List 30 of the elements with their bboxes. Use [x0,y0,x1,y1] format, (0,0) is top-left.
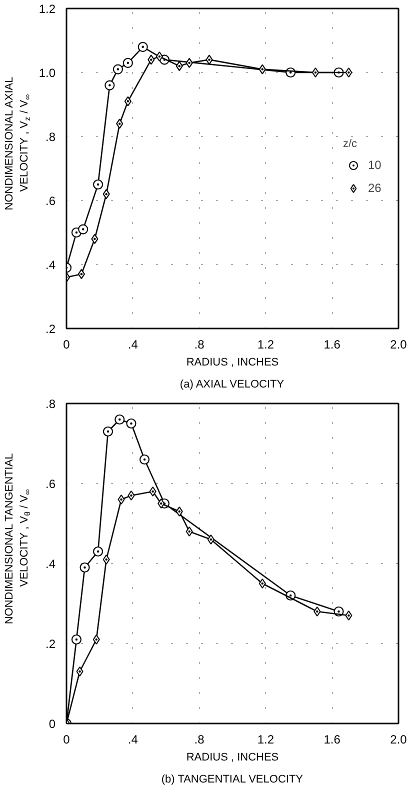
y-tick-label: .2 [45,637,56,651]
legend-label: 26 [368,181,382,195]
x-tick-label: .4 [128,338,138,352]
x-tick-label: 0 [63,732,70,746]
x-axis-title: RADIUS , INCHES [186,752,279,764]
y-tick-label: 1.0 [38,66,56,80]
text: (b) TANGENTIAL VELOCITY [161,774,304,786]
y-tick-label: .8 [45,397,56,411]
x-tick-label: .8 [194,732,205,746]
x-tick-label: 2.0 [390,338,408,352]
y-tick-label: 1.2 [38,2,56,16]
x-tick-label: 0 [63,338,70,352]
y-tick-label: .4 [45,258,56,272]
x-tick-label: .8 [194,338,205,352]
text: (a) AXIAL VELOCITY [180,378,285,390]
y-tick-label: .6 [45,477,56,491]
x-tick-label: 2.0 [390,732,408,746]
y-tick-label: .6 [45,194,56,208]
x-tick-label: 1.6 [324,732,341,746]
y-tick-label: .8 [45,130,56,144]
x-tick-label: .4 [128,732,138,746]
y-tick-label: 0 [48,717,56,731]
x-tick-label: 1.2 [257,338,274,352]
x-tick-label: 1.2 [257,732,274,746]
y-tick-label: .4 [45,557,56,571]
x-tick-label: 1.6 [324,338,341,352]
legend-label: 10 [368,158,382,172]
y-tick-label: .2 [45,322,56,336]
legend-title: z/c [343,138,358,150]
x-axis-title: RADIUS , INCHES [186,356,279,368]
